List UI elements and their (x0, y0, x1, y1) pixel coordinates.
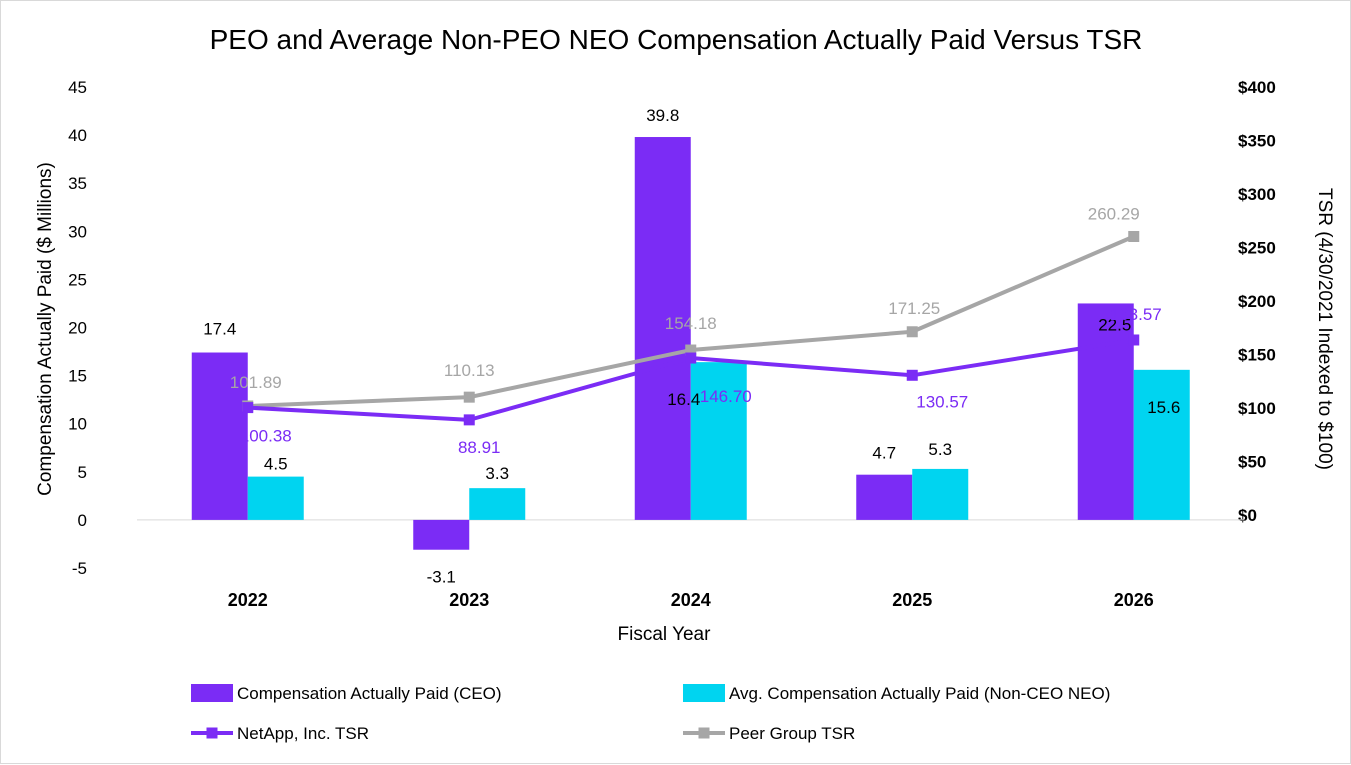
legend-item: Compensation Actually Paid (CEO) (191, 684, 502, 703)
x-axis-title: Fiscal Year (618, 624, 712, 645)
bars (191, 137, 1190, 550)
legend-item: NetApp, Inc. TSR (191, 724, 369, 743)
x-tick-label: 2026 (1114, 590, 1154, 610)
legend-swatch (191, 684, 233, 702)
data-label-netapp-tsr: 130.57 (916, 392, 968, 411)
chart-title: PEO and Average Non-PEO NEO Compensation… (210, 24, 1143, 55)
data-label-neo: 5.3 (928, 440, 952, 459)
tsr-marker (463, 391, 475, 403)
lines (242, 230, 1140, 426)
data-label-ceo: 4.7 (872, 444, 896, 463)
data-label-ceo: 17.4 (203, 320, 236, 339)
y-tick-label: 45 (68, 78, 87, 97)
y2-tick-label: $150 (1238, 346, 1276, 365)
y-tick-label: 40 (68, 126, 87, 145)
data-label-neo: 3.3 (485, 464, 509, 483)
y2-tick-label: $100 (1238, 399, 1276, 418)
tsr-marker (242, 402, 254, 414)
x-tick-label: 2022 (228, 590, 268, 610)
data-label-ceo: -3.1 (427, 568, 456, 587)
bar-neo (247, 476, 304, 520)
y2-tick-label: $350 (1238, 132, 1276, 151)
y-tick-label: -5 (72, 559, 87, 578)
data-label-neo: 4.5 (264, 455, 288, 474)
y-tick-label: 5 (78, 463, 87, 482)
y-tick-label: 10 (68, 415, 87, 434)
tsr-marker (906, 369, 918, 381)
y-tick-label: 30 (68, 222, 87, 241)
data-label-netapp-tsr: 163.57 (1110, 305, 1162, 324)
axes: 45 40 35 30 25 20 15 10 5 0 -5 $400 $350 $300 $250 $200… (68, 78, 1276, 610)
y2-tick-label: $300 (1238, 185, 1276, 204)
bar-neo (1133, 369, 1190, 520)
y2-tick-label: $50 (1238, 453, 1266, 472)
legend-swatch (683, 684, 725, 702)
data-label-neo: 16.4 (667, 390, 700, 409)
y2-axis-title: TSR (4/30/2021 Indexed to $100) (1314, 188, 1335, 470)
bar-ceo (191, 352, 248, 520)
data-label-ceo: 39.8 (646, 106, 679, 125)
bar-neo (690, 362, 747, 520)
data-label-ceo: 22.5 (1098, 315, 1131, 334)
tsr-marker (685, 344, 697, 356)
bar-neo (469, 488, 526, 520)
bar-ceo (634, 137, 691, 520)
legend-marker (206, 727, 218, 739)
bar-neo (912, 468, 969, 520)
y2-tick-label: $200 (1238, 292, 1276, 311)
y-tick-label: 25 (68, 270, 87, 289)
x-tick-label: 2023 (449, 590, 489, 610)
y-tick-label: 20 (68, 319, 87, 338)
data-label-peer-tsr: 101.89 (230, 373, 282, 392)
legend-label: NetApp, Inc. TSR (237, 724, 369, 743)
legend-label: Avg. Compensation Actually Paid (Non-CEO… (729, 684, 1110, 703)
y-tick-label: 35 (68, 174, 87, 193)
bar-ceo (1077, 303, 1134, 520)
tsr-marker (1128, 334, 1140, 346)
y-axis-title: Compensation Actually Paid ($ Millions) (35, 162, 56, 496)
legend-marker (698, 727, 710, 739)
y2-tick-label: $400 (1238, 78, 1276, 97)
x-tick-label: 2024 (671, 590, 711, 610)
legend-item: Avg. Compensation Actually Paid (Non-CEO… (683, 684, 1110, 703)
data-label-netapp-tsr: 88.91 (458, 438, 501, 457)
legend-label: Peer Group TSR (729, 724, 855, 743)
y2-tick-label: $0 (1238, 506, 1257, 525)
data-label-netapp-tsr: 100.38 (240, 427, 292, 446)
legend: Compensation Actually Paid (CEO) Avg. Com… (191, 684, 1110, 743)
y-tick-label: 0 (78, 511, 87, 530)
data-label-neo: 15.6 (1147, 398, 1180, 417)
x-tick-label: 2025 (892, 590, 932, 610)
legend-label: Compensation Actually Paid (CEO) (237, 684, 502, 703)
data-label-netapp-tsr: 146.70 (700, 387, 752, 406)
data-label-peer-tsr: 110.13 (444, 361, 495, 380)
data-label-peer-tsr: 154.18 (665, 314, 717, 333)
y-tick-label: 15 (68, 367, 87, 386)
tsr-marker (1128, 230, 1140, 242)
data-label-peer-tsr: 260.29 (1088, 204, 1140, 223)
tsr-marker (685, 352, 697, 364)
y2-tick-label: $250 (1238, 239, 1276, 258)
bar-ceo (856, 474, 913, 520)
bar-ceo (413, 519, 470, 550)
legend-item: Peer Group TSR (683, 724, 855, 743)
data-labels: 17.4 -3.1 39.8 4.7 22.5 4.5 3.3 16.4 5.3 15.6 100.… (203, 106, 1180, 587)
tsr-marker (906, 326, 918, 338)
data-label-peer-tsr: 171.25 (888, 299, 940, 318)
tsr-marker (463, 414, 475, 426)
